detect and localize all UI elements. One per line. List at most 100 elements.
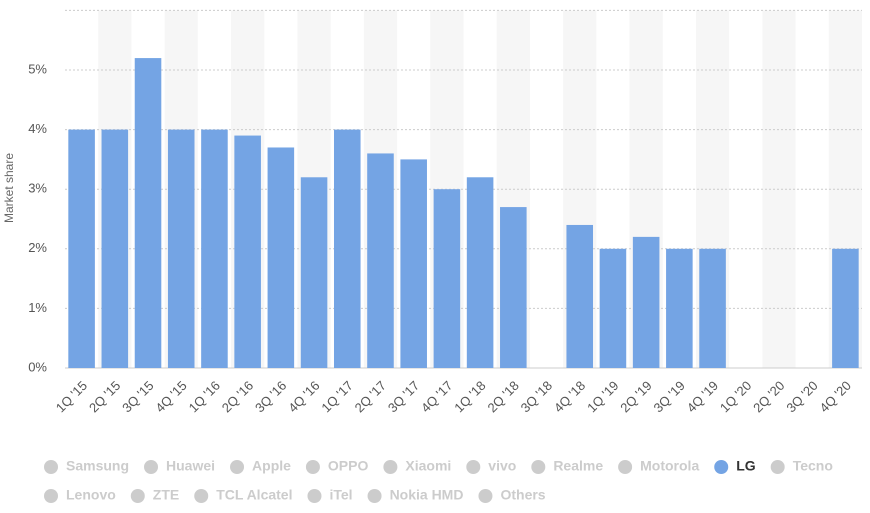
x-tick-label: 3Q '20 — [783, 378, 820, 415]
bar — [234, 135, 261, 368]
legend-item[interactable]: Xiaomi — [383, 458, 451, 474]
legend-label: TCL Alcatel — [216, 487, 292, 503]
x-tick-label: 2Q '16 — [219, 378, 256, 415]
legend-label: OPPO — [328, 458, 369, 474]
y-tick-label: 3% — [28, 181, 47, 196]
x-tick-label: 2Q '20 — [750, 378, 787, 415]
bar — [333, 129, 361, 368]
x-tick-label: 3Q '19 — [650, 378, 687, 415]
x-tick-label: 3Q '18 — [518, 378, 555, 415]
legend-dot — [770, 460, 785, 474]
legend-label: ZTE — [153, 487, 179, 503]
bar — [201, 129, 228, 368]
legend-label: Huawei — [166, 458, 215, 474]
legend-dot — [44, 460, 58, 474]
x-tick-label: 2Q '19 — [617, 378, 654, 415]
legend-dot — [44, 489, 58, 503]
bar — [699, 248, 726, 368]
legend-dot — [478, 489, 493, 503]
legend-dot — [230, 460, 245, 474]
x-tick-label: 4Q '16 — [285, 378, 322, 415]
x-tick-label: 2Q '18 — [484, 378, 521, 415]
legend-label: Lenovo — [66, 487, 116, 503]
legend-item[interactable]: Motorola — [618, 458, 699, 474]
x-tick-label: 2Q '15 — [86, 378, 123, 415]
x-tick-label: 1Q '20 — [717, 378, 754, 415]
bar — [632, 236, 660, 368]
bar — [832, 248, 859, 368]
bar — [134, 58, 162, 369]
x-tick-label: 1Q '19 — [584, 378, 621, 415]
bar — [500, 207, 527, 368]
bar — [466, 177, 494, 368]
legend-item[interactable]: LG — [714, 458, 756, 474]
legend-label: Others — [500, 487, 545, 503]
x-tick-label: 2Q '17 — [352, 378, 389, 415]
legend-label: Motorola — [640, 458, 699, 474]
y-tick-label: 5% — [28, 61, 47, 76]
legend-label: vivo — [488, 458, 516, 474]
legend-item[interactable]: Realme — [531, 458, 603, 474]
x-tick-label: 4Q '20 — [817, 378, 854, 415]
x-tick-label: 3Q '15 — [119, 378, 156, 415]
legend-item[interactable]: iTel — [307, 487, 353, 503]
bar — [300, 177, 328, 368]
legend-dot — [130, 489, 145, 503]
x-tick-label: 4Q '19 — [684, 378, 721, 415]
legend-dot — [714, 460, 729, 474]
legend-label: Apple — [252, 458, 291, 474]
legend-dot — [194, 489, 209, 503]
legend-dot — [383, 460, 398, 474]
legend-item[interactable]: vivo — [466, 458, 516, 474]
bar — [101, 129, 129, 368]
legend-label: iTel — [329, 487, 352, 503]
legend-dot — [618, 460, 633, 474]
legend-label: LG — [736, 458, 756, 474]
x-tick-label: 3Q '17 — [385, 378, 422, 415]
legend-item[interactable]: Tecno — [770, 458, 833, 474]
legend-dot — [466, 460, 481, 474]
legend-dot — [367, 489, 382, 503]
legend-item[interactable]: Samsung — [44, 458, 129, 474]
legend-label: Samsung — [66, 458, 129, 474]
legend-item[interactable]: ZTE — [130, 487, 179, 503]
legend-label: Tecno — [793, 458, 833, 474]
x-tick-label: 4Q '18 — [551, 378, 588, 415]
legend-dot — [531, 460, 546, 474]
legend-item[interactable]: TCL Alcatel — [194, 487, 292, 503]
y-axis-label: Market share — [2, 153, 16, 223]
y-tick-label: 4% — [28, 121, 47, 136]
x-tick-label: 1Q '15 — [53, 378, 90, 415]
legend-label: Nokia HMD — [390, 487, 464, 503]
legend-dot — [305, 460, 320, 474]
legend-dot — [307, 489, 322, 503]
legend-label: Realme — [553, 458, 603, 474]
legend-item[interactable]: Nokia HMD — [367, 487, 464, 503]
y-tick-label: 0% — [28, 359, 47, 374]
y-tick-label: 1% — [28, 300, 47, 315]
legend-item[interactable]: Huawei — [144, 458, 215, 474]
x-tick-label: 1Q '18 — [451, 378, 488, 415]
bar — [68, 129, 95, 368]
bar — [566, 224, 594, 368]
legend-dot — [144, 460, 159, 474]
bar — [666, 248, 693, 368]
legend-item[interactable]: OPPO — [305, 458, 369, 474]
legend-item[interactable]: Apple — [230, 458, 291, 474]
legend-item[interactable]: Others — [478, 487, 546, 503]
x-tick-label: 3Q '16 — [252, 378, 289, 415]
y-tick-label: 2% — [28, 240, 47, 255]
bar — [167, 129, 195, 368]
bar — [433, 189, 461, 368]
bar — [267, 147, 295, 368]
bar — [599, 248, 627, 368]
x-tick-label: 1Q '17 — [318, 378, 355, 415]
legend-label: Xiaomi — [405, 458, 451, 474]
legend-item[interactable]: Lenovo — [44, 487, 116, 503]
x-tick-label: 1Q '16 — [186, 378, 223, 415]
bar — [400, 159, 427, 368]
bar — [367, 153, 394, 368]
x-tick-label: 4Q '15 — [152, 378, 189, 415]
x-tick-label: 4Q '17 — [418, 378, 455, 415]
